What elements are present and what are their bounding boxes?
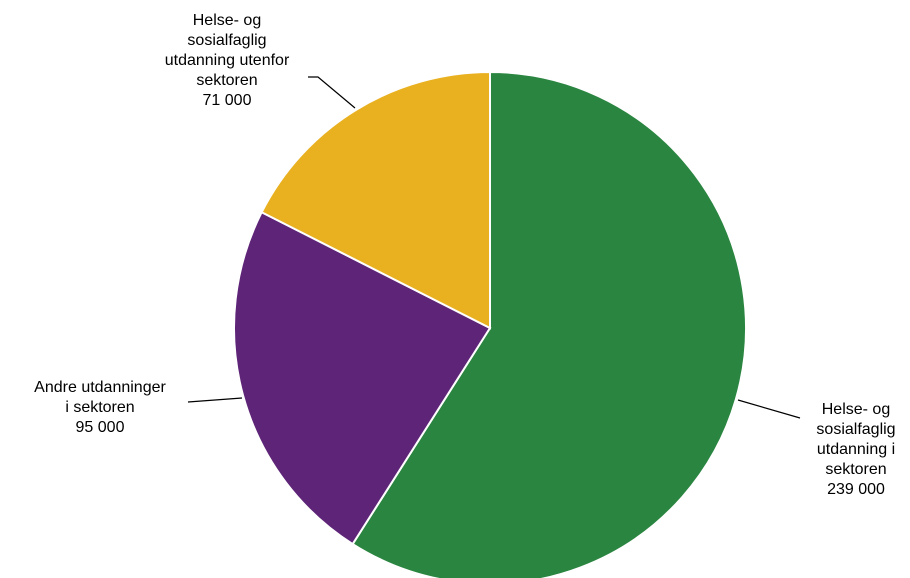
slice-label-line: Andre utdanninger xyxy=(34,379,166,396)
leader-line-2 xyxy=(308,76,356,109)
slice-labels: Helse- og sosialfaglig utdanning i sektoren… xyxy=(34,12,895,498)
slice-label-line: i sektoren xyxy=(65,399,134,416)
pie-slices xyxy=(233,70,747,578)
slice-value-label: 95 000 xyxy=(76,419,125,436)
slice-label-line: sektoren xyxy=(196,72,257,89)
pie-slice-1 xyxy=(233,210,492,546)
slice-label-1: Andre utdanninger i sektoren 95 000 xyxy=(34,379,166,436)
slice-value-label: 71 000 xyxy=(203,92,252,109)
slice-label-line: Helse- og xyxy=(193,12,261,29)
leader-line-1 xyxy=(187,397,243,403)
slice-label-2: Helse- og sosialfaglig utdanning utenfor se… xyxy=(165,12,290,109)
slice-label-line: utdanning utenfor xyxy=(165,52,290,69)
slice-label-0: Helse- og sosialfaglig utdanning i sektoren… xyxy=(816,401,895,498)
slice-label-line: utdanning i xyxy=(817,441,895,458)
leader-lines xyxy=(187,76,801,419)
leader-line-0 xyxy=(737,399,801,419)
slice-label-line: sosialfaglig xyxy=(816,421,895,438)
slice-label-line: Helse- og xyxy=(822,401,890,418)
slice-label-line: sosialfaglig xyxy=(187,32,266,49)
slice-value-label: 239 000 xyxy=(827,481,885,498)
pie-slice-2 xyxy=(260,70,491,330)
pie-slice-0 xyxy=(351,70,747,578)
slice-label-line: sektoren xyxy=(825,461,886,478)
